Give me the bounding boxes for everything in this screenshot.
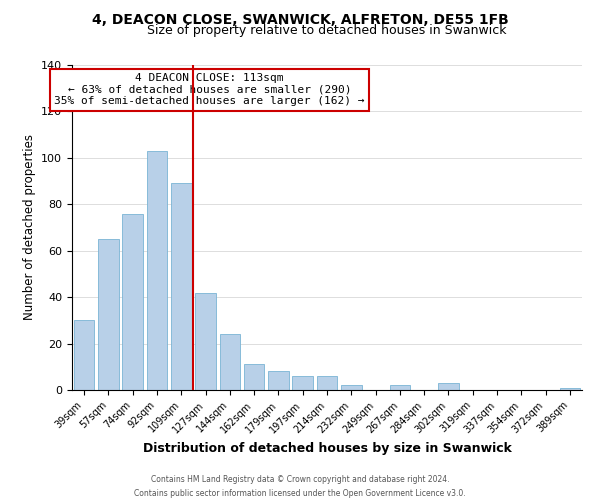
Bar xyxy=(122,214,143,390)
Text: Contains HM Land Registry data © Crown copyright and database right 2024.
Contai: Contains HM Land Registry data © Crown c… xyxy=(134,476,466,498)
Bar xyxy=(317,376,337,390)
Bar xyxy=(438,383,459,390)
Bar xyxy=(74,320,94,390)
Bar xyxy=(389,386,410,390)
Y-axis label: Number of detached properties: Number of detached properties xyxy=(23,134,35,320)
Bar xyxy=(268,372,289,390)
Text: 4 DEACON CLOSE: 113sqm
← 63% of detached houses are smaller (290)
35% of semi-de: 4 DEACON CLOSE: 113sqm ← 63% of detached… xyxy=(55,73,365,106)
Bar xyxy=(560,388,580,390)
Bar xyxy=(98,239,119,390)
Bar xyxy=(292,376,313,390)
Bar xyxy=(341,386,362,390)
Text: 4, DEACON CLOSE, SWANWICK, ALFRETON, DE55 1FB: 4, DEACON CLOSE, SWANWICK, ALFRETON, DE5… xyxy=(92,14,508,28)
Bar xyxy=(220,334,240,390)
Bar xyxy=(195,292,216,390)
Bar xyxy=(171,184,191,390)
Bar xyxy=(244,364,265,390)
Bar xyxy=(146,151,167,390)
Title: Size of property relative to detached houses in Swanwick: Size of property relative to detached ho… xyxy=(147,24,507,38)
X-axis label: Distribution of detached houses by size in Swanwick: Distribution of detached houses by size … xyxy=(143,442,511,454)
